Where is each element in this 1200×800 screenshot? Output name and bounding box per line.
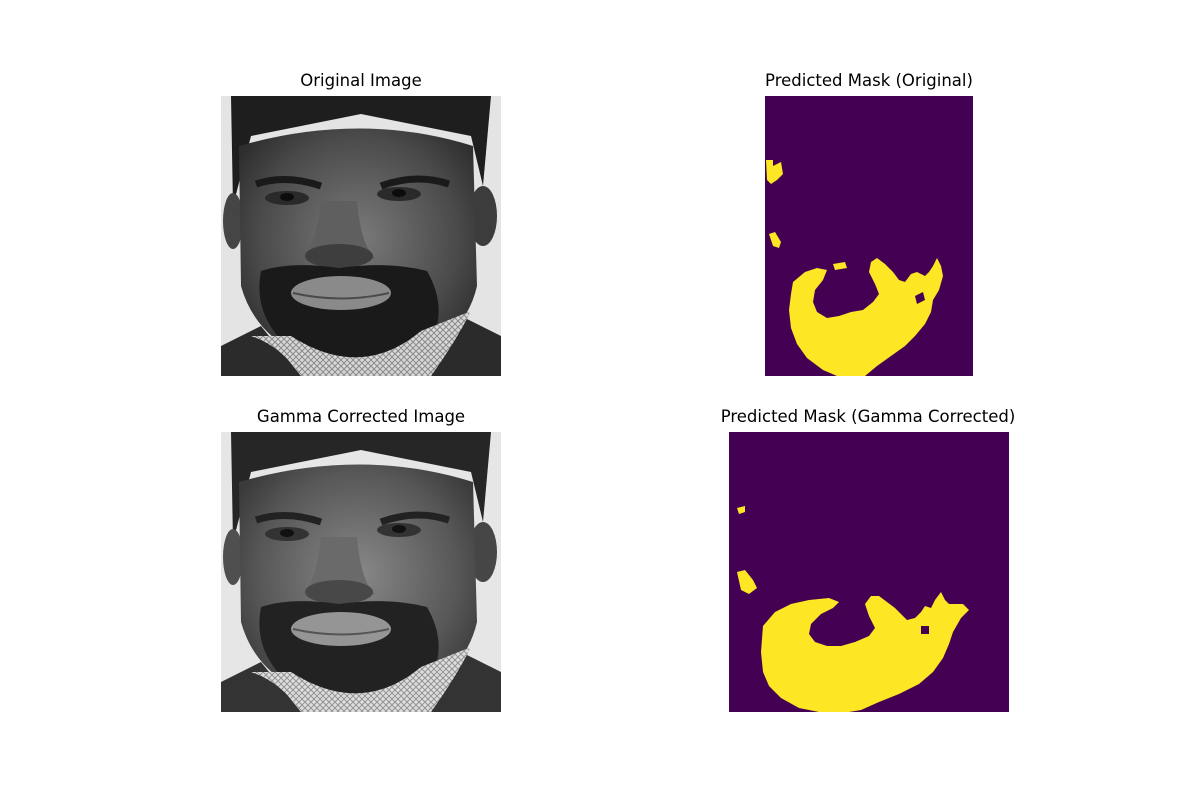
mask-original [765,96,973,376]
original-image [221,96,501,376]
original-image-title: Original Image [300,71,422,90]
gamma-image-title: Gamma Corrected Image [256,407,466,426]
mask-gamma-corrected [729,432,1009,712]
gamma-corrected-image [221,432,501,712]
mask-original-title: Predicted Mask (Original) [765,71,973,90]
mask-gamma-title: Predicted Mask (Gamma Corrected) [720,407,1016,426]
